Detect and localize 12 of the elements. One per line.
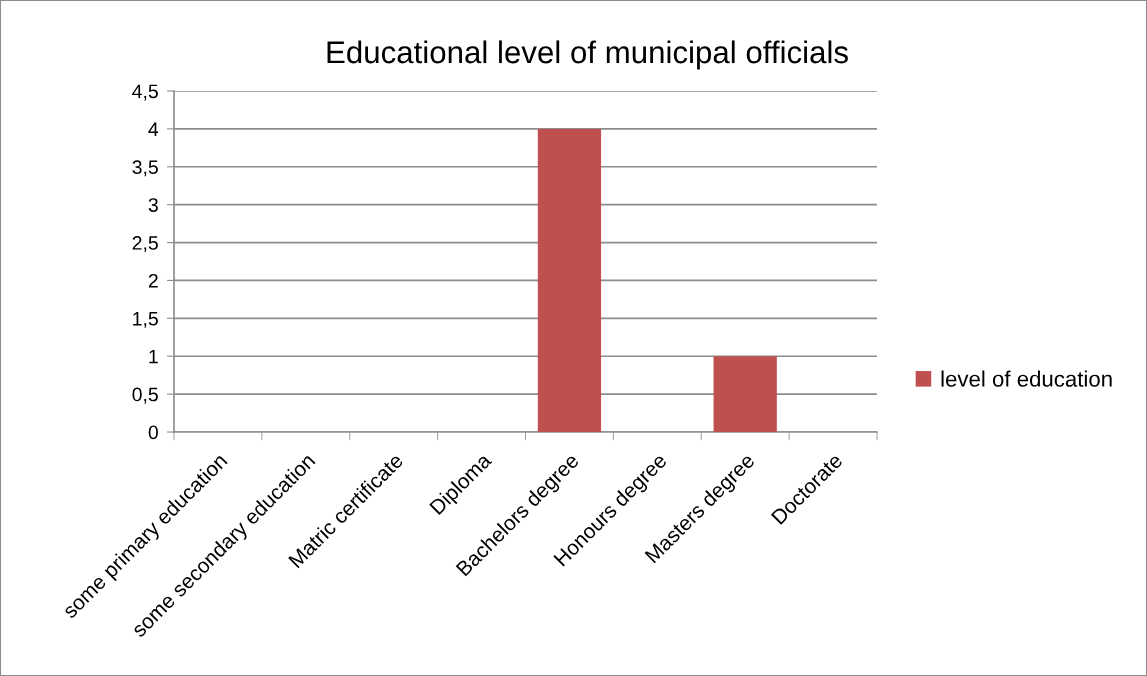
y-tick-label: 4 xyxy=(148,122,159,136)
y-tick-label: 4,5 xyxy=(132,84,158,101)
y-tick-label: 0,5 xyxy=(132,387,158,404)
y-tick-label: 0 xyxy=(148,425,158,440)
y-tick-label: 1 xyxy=(149,349,158,364)
y-tick-label: 3,5 xyxy=(132,160,158,177)
chart-title: Educational level of municipal officials xyxy=(327,40,848,70)
legend-label: level of education xyxy=(941,370,1112,387)
y-tick-label: 2 xyxy=(148,273,158,288)
y-tick-label: 1,5 xyxy=(133,312,158,328)
y-tick-label: 3 xyxy=(148,198,158,212)
y-tick-label: 2,5 xyxy=(132,236,158,253)
